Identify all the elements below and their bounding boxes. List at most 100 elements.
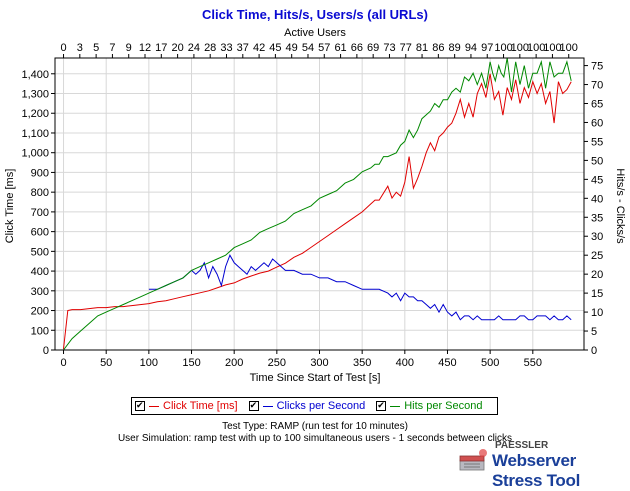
y-tick-label-right: 65 [591, 99, 603, 111]
x-tick-label: 550 [524, 357, 542, 369]
y-axis-label-left: Click Time [ms] [4, 169, 16, 244]
x-tick-label: 500 [481, 357, 499, 369]
top-tick-label: 100 [494, 42, 512, 54]
brand-logo: PAESSLER Webserver Stress Tool [455, 438, 630, 490]
top-tick-label: 7 [109, 42, 115, 54]
top-tick-label: 49 [286, 42, 298, 54]
test-type-text: Test Type: RAMP (run test for 10 minutes… [222, 421, 408, 432]
top-axis-label: Active Users [284, 27, 346, 39]
top-tick-label: 81 [416, 42, 428, 54]
x-tick-label: 200 [225, 357, 243, 369]
checkbox-icon[interactable] [376, 401, 387, 411]
user-simulation-text: User Simulation: ramp test with up to 10… [117, 433, 513, 444]
y-tick-label-right: 0 [591, 345, 597, 357]
top-tick-label: 12 [139, 42, 151, 54]
y-tick-label-right: 55 [591, 136, 603, 148]
series-hits-per-second [63, 57, 572, 351]
server-icon [459, 449, 487, 471]
x-tick-label: 150 [182, 357, 200, 369]
checkbox-icon[interactable] [248, 401, 259, 411]
y-tick-label-left: 400 [31, 266, 49, 278]
ticks: 0 50 100 150 200 250 300 350 400 450 500 5500100200… [21, 42, 603, 369]
legend: Click Time [ms] Clicks per Second Hits p… [131, 397, 498, 415]
y-tick-label-right: 35 [591, 212, 603, 224]
y-tick-label-right: 45 [591, 174, 603, 186]
legend-item-click-time[interactable]: Click Time [ms] [132, 400, 238, 412]
x-axis-label: Time Since Start of Test [s] [250, 372, 381, 384]
legend-item-clicks-per-second[interactable]: Clicks per Second [246, 400, 366, 412]
top-tick-label: 97 [481, 42, 493, 54]
top-tick-label: 24 [188, 42, 200, 54]
top-tick-label: 9 [126, 42, 132, 54]
y-tick-label-right: 20 [591, 269, 603, 281]
brand-product: Webserver Stress Tool [492, 451, 581, 490]
y-tick-label-right: 75 [591, 61, 603, 73]
y-tick-label-right: 5 [591, 326, 597, 338]
top-tick-label: 94 [465, 42, 477, 54]
brand-company: PAESSLER [495, 440, 549, 451]
x-tick-label: 50 [100, 357, 112, 369]
y-tick-label-left: 200 [31, 306, 49, 318]
series-layer [63, 57, 572, 351]
y-tick-label-right: 10 [591, 307, 603, 319]
x-tick-label: 400 [396, 357, 414, 369]
y-tick-label-right: 50 [591, 155, 603, 167]
legend-label: Hits per Second [404, 400, 483, 412]
y-tick-label-left: 300 [31, 286, 49, 298]
top-tick-label: 28 [204, 42, 216, 54]
y-tick-label-left: 1,200 [21, 108, 49, 120]
top-tick-label: 86 [432, 42, 444, 54]
series-clicks-per-second [148, 254, 572, 321]
y-tick-label-left: 1,300 [21, 89, 49, 101]
series-click-time-ms [63, 73, 572, 350]
top-tick-label: 89 [449, 42, 461, 54]
top-tick-label: 37 [237, 42, 249, 54]
y-tick-label-right: 70 [591, 80, 603, 92]
y-tick-label-left: 700 [31, 207, 49, 219]
legend-item-hits-per-second[interactable]: Hits per Second [373, 400, 482, 412]
top-tick-label: 66 [351, 42, 363, 54]
y-tick-label-left: 100 [31, 325, 49, 337]
legend-swatch [390, 405, 401, 407]
top-tick-label: 20 [171, 42, 183, 54]
top-tick-label: 61 [334, 42, 346, 54]
x-tick-label: 100 [140, 357, 158, 369]
y-tick-label-left: 0 [43, 345, 49, 357]
checkbox-icon[interactable] [135, 401, 145, 411]
top-tick-label: 45 [269, 42, 281, 54]
top-tick-label: 33 [220, 42, 232, 54]
y-tick-label-right: 40 [591, 193, 603, 205]
grid [55, 58, 584, 351]
chart-title: Click Time, Hits/s, Users/s (all URLs) [202, 7, 428, 22]
y-tick-label-left: 800 [31, 187, 49, 199]
chart: Click Time, Hits/s, Users/s (all URLs) A… [4, 7, 626, 384]
y-axis-label-right: Hits/s - Clicks/s [614, 168, 626, 244]
legend-swatch [262, 405, 273, 407]
x-tick-label: 450 [438, 357, 456, 369]
legend-label: Click Time [ms] [163, 400, 238, 412]
y-tick-label-right: 30 [591, 231, 603, 243]
top-tick-label: 57 [318, 42, 330, 54]
y-tick-label-right: 15 [591, 288, 603, 300]
y-tick-label-left: 900 [31, 167, 49, 179]
x-tick-label: 0 [60, 357, 66, 369]
y-tick-label-right: 60 [591, 117, 603, 129]
top-tick-label: 73 [383, 42, 395, 54]
y-tick-label-left: 1,000 [21, 148, 49, 160]
x-tick-label: 250 [268, 357, 286, 369]
top-tick-label: 5 [93, 42, 99, 54]
top-tick-label: 54 [302, 42, 314, 54]
x-tick-label: 300 [310, 357, 328, 369]
legend-label: Clicks per Second [276, 400, 366, 412]
top-tick-label: 100 [560, 42, 578, 54]
top-tick-label: 42 [253, 42, 265, 54]
x-tick-label: 350 [353, 357, 371, 369]
top-tick-label: 3 [77, 42, 83, 54]
top-tick-label: 100 [543, 42, 561, 54]
top-tick-label: 77 [400, 42, 412, 54]
y-tick-label-left: 500 [31, 246, 49, 258]
top-tick-label: 100 [511, 42, 529, 54]
y-tick-label-left: 1,100 [21, 128, 49, 140]
y-tick-label-right: 25 [591, 250, 603, 262]
top-tick-label: 0 [60, 42, 66, 54]
